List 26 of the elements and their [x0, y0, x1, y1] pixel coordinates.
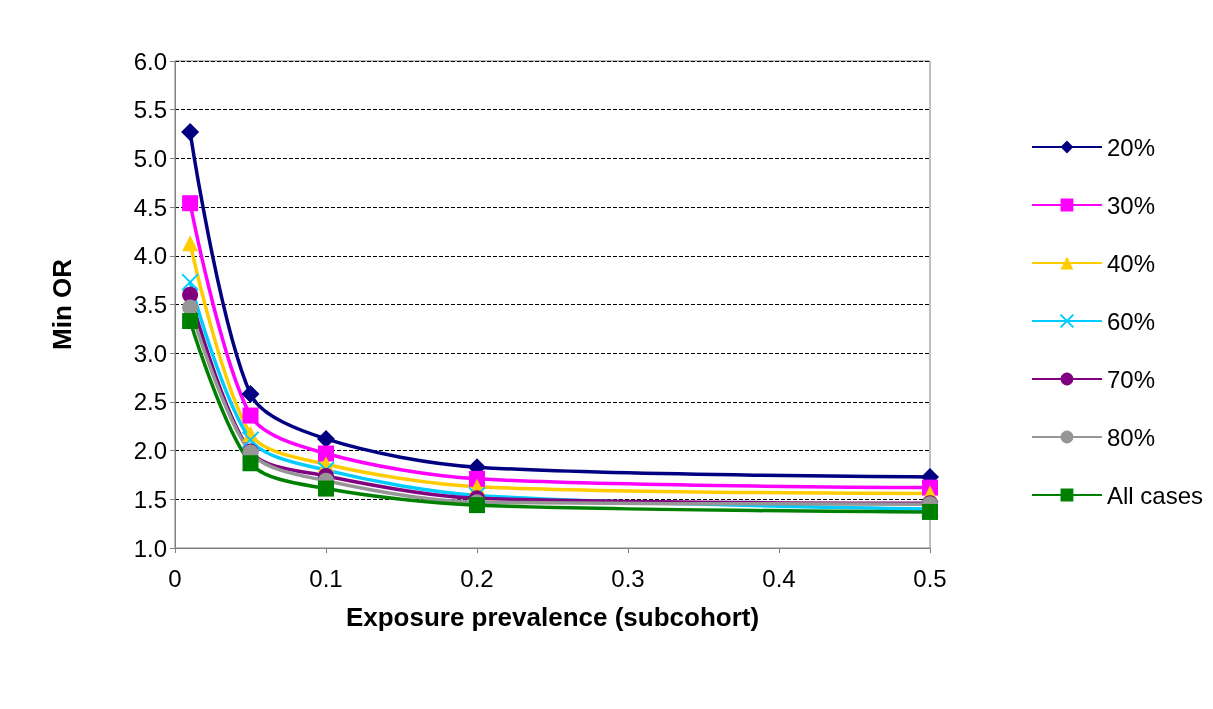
- y-tick-label: 2.0: [133, 437, 167, 465]
- y-tick-label: 2.5: [133, 388, 167, 416]
- legend-label: 30%: [1106, 191, 1156, 219]
- legend-label: 70%: [1106, 365, 1156, 393]
- legend-label: All cases: [1106, 481, 1204, 509]
- y-axis-title: Min OR: [47, 258, 77, 350]
- y-tick-label: 1.0: [133, 534, 167, 562]
- y-tick-label: 3.0: [133, 339, 167, 367]
- x-tick-label: 0: [168, 564, 182, 592]
- x-tick-label: 0.1: [309, 564, 343, 592]
- x-tick-label: 0.2: [460, 564, 494, 592]
- legend-label: 60%: [1106, 307, 1156, 335]
- legend-label: 40%: [1106, 249, 1156, 277]
- x-tick-label: 0.5: [913, 564, 947, 592]
- x-tick-label: 0.4: [762, 564, 796, 592]
- y-tick-label: 4.0: [133, 242, 167, 270]
- y-tick-label: 4.5: [133, 193, 167, 221]
- y-tick-label: 3.5: [133, 291, 167, 318]
- x-axis-title: Exposure prevalence (subcohort): [345, 602, 760, 632]
- y-tick-label: 1.5: [133, 485, 167, 513]
- y-tick-label: 6.0: [133, 47, 167, 75]
- legend-label: 20%: [1106, 133, 1156, 161]
- legend-label: 80%: [1106, 423, 1156, 451]
- x-tick-label: 0.3: [611, 564, 645, 592]
- y-tick-label: 5.0: [133, 144, 167, 172]
- y-tick-label: 5.5: [133, 96, 167, 124]
